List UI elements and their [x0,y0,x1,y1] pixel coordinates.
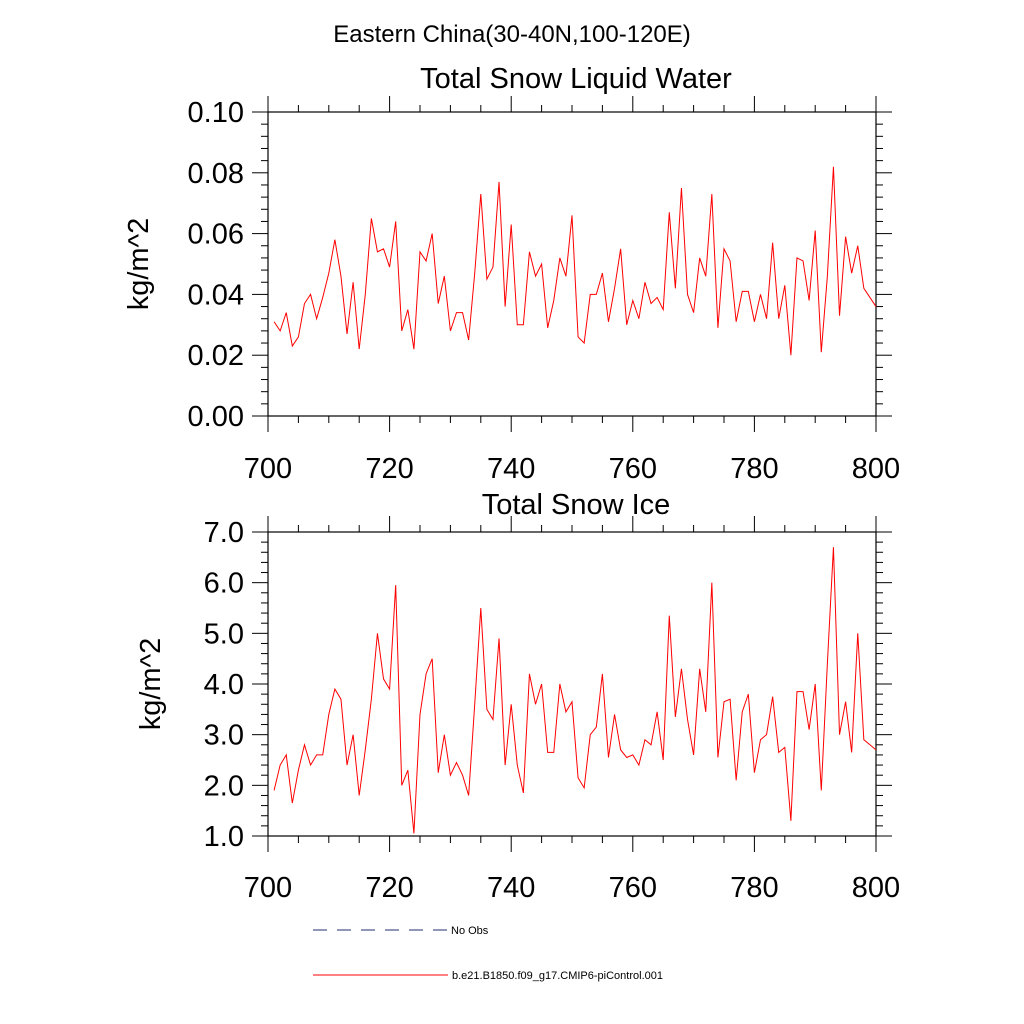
legend-label: No Obs [451,925,489,937]
y-tick-label: 0.04 [188,279,244,311]
x-tick-label: 740 [487,453,535,485]
x-tick-label: 720 [365,872,413,904]
x-tick-label: 800 [852,872,900,904]
plot-frame [267,111,877,417]
panel-title: Total Snow Ice [482,489,671,521]
y-tick-label: 5.0 [204,618,244,650]
x-tick-label: 780 [730,453,778,485]
legend-label: b.e21.B1850.f09_g17.CMIP6-piControl.001 [452,970,663,982]
x-tick-label: 800 [852,453,900,485]
series-line-1 [273,166,877,356]
y-tick-label: 0.02 [188,340,244,372]
y-tick-label: 0.06 [188,219,244,251]
legend-item-1: No Obs [313,925,489,937]
y-tick-label: 2.0 [204,770,244,802]
x-tick-label: 720 [365,453,413,485]
y-tick-label: 6.0 [204,568,244,600]
x-tick-label: 760 [609,453,657,485]
axis-ticks [252,516,892,852]
y-tick-label: 1.0 [204,821,244,853]
x-tick-label: 740 [487,872,535,904]
legend-item-2: b.e21.B1850.f09_g17.CMIP6-piControl.001 [313,970,663,982]
y-axis-label: kg/m^2 [123,218,155,311]
axis-ticks [252,96,892,432]
y-tick-label: 4.0 [204,669,244,701]
y-tick-label: 0.10 [188,97,244,129]
panel-title: Total Snow Liquid Water [420,63,732,95]
x-tick-label: 700 [244,453,292,485]
x-tick-label: 700 [244,872,292,904]
y-tick-label: 0.00 [188,401,244,433]
panel-2: Total Snow Ice kg/m^2 700 720 740 760 780 800 1.… [135,489,900,904]
x-tick-label: 760 [609,872,657,904]
panel-1: Total Snow Liquid Water kg/m^2 700 720 740 76… [123,63,900,485]
legend: No Obs b.e21.B1850.f09_g17.CMIP6-piContro… [313,925,663,982]
plot-frame [267,531,877,837]
y-tick-label: 0.08 [188,158,244,190]
chart-panels: Total Snow Liquid Water kg/m^2 700 720 740 76… [123,63,900,904]
series-line-1 [273,547,877,834]
x-tick-label: 780 [730,872,778,904]
y-tick-label: 3.0 [204,720,244,752]
y-tick-label: 7.0 [204,517,244,549]
figure-title: Eastern China(30-40N,100-120E) [333,21,691,48]
y-axis-label: kg/m^2 [135,638,167,731]
